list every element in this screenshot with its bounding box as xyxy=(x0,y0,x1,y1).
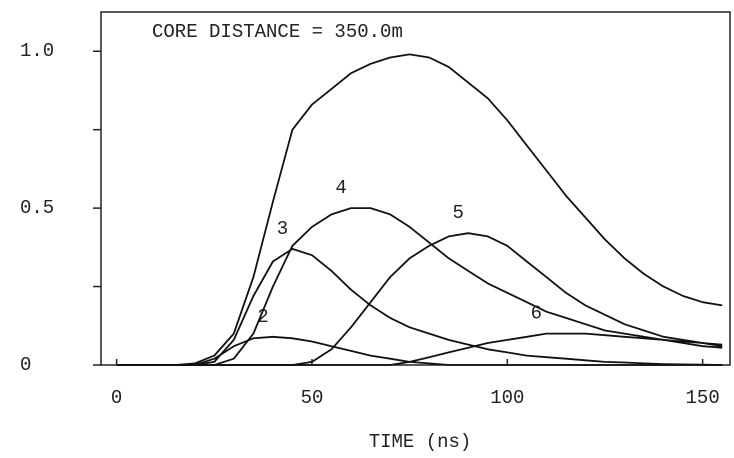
x-tick-label: 100 xyxy=(490,387,524,409)
curve xyxy=(116,247,723,366)
plot-frame xyxy=(100,11,731,366)
curve xyxy=(116,335,723,366)
curve-label: 3 xyxy=(277,218,288,240)
x-tick-label: 150 xyxy=(686,387,720,409)
x-axis-label: TIME (ns) xyxy=(369,431,472,453)
curve-label: 5 xyxy=(453,202,464,224)
curve-label: 6 xyxy=(531,303,542,325)
curve xyxy=(116,53,723,366)
x-tick-label: 0 xyxy=(111,387,122,409)
curve xyxy=(116,232,723,366)
y-tick-label: 1.0 xyxy=(20,40,54,62)
y-tick-label: 0.5 xyxy=(20,197,54,219)
curve xyxy=(116,332,723,366)
annotation: CORE DISTANCE = 350.0m xyxy=(152,21,403,43)
curve xyxy=(116,207,723,366)
curve-label: 2 xyxy=(257,306,268,328)
x-tick-label: 50 xyxy=(301,387,324,409)
y-tick-label: 0 xyxy=(20,354,31,376)
curve-label: 4 xyxy=(335,177,346,199)
